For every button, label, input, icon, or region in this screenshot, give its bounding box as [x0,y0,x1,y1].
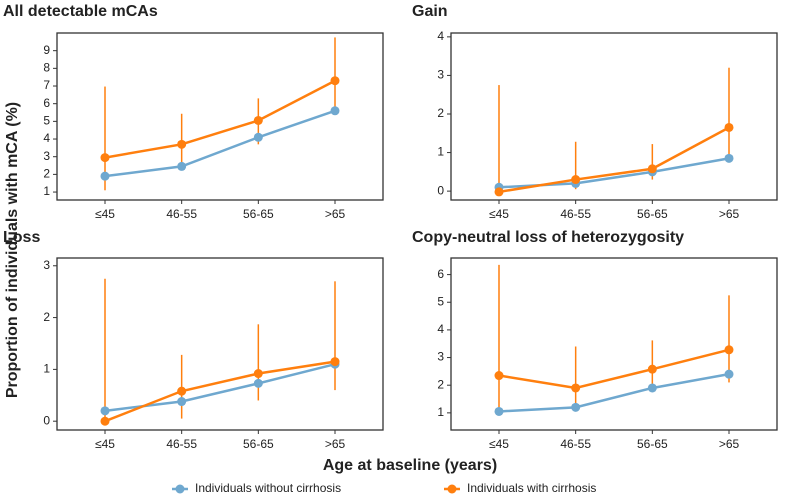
point [100,171,110,181]
y-tick-label: 7 [43,78,50,92]
panel-title: Loss [3,229,40,246]
legend-marker [175,484,185,494]
x-tick-label: >65 [325,437,346,451]
x-tick-label: 46-55 [166,207,197,221]
y-tick-label: 2 [43,167,50,181]
point [494,406,504,416]
point [253,115,263,125]
y-tick-label: 9 [43,43,50,57]
point [100,153,110,163]
y-tick-label: 3 [437,350,444,364]
y-tick-label: 1 [43,362,50,376]
series-line [498,348,730,390]
plot-frame [450,32,778,201]
x-tick-label: 46-55 [560,207,591,221]
series-line [498,126,730,194]
x-tick-label: 56-65 [243,437,274,451]
y-axis-label: Proportion of individuals with mCA (%) [4,102,21,398]
point [177,161,187,171]
y-tick-label: 1 [43,184,50,198]
y-tick-label: 6 [43,96,50,110]
panel-title: Copy-neutral loss of heterozygosity [412,229,684,246]
point [330,106,340,116]
plot-frame [56,32,384,201]
point [494,187,504,197]
series-line [104,360,336,423]
y-tick-label: 1 [437,405,444,419]
point [253,378,263,388]
x-tick-label: 56-65 [243,207,274,221]
legend-label: Individuals with cirrhosis [467,481,596,495]
point [724,369,734,379]
point [253,132,263,142]
x-tick-label: ≤45 [95,437,115,451]
y-tick-label: 8 [43,61,50,75]
y-tick-label: 1 [437,145,444,159]
point [100,416,110,426]
point [177,139,187,149]
y-tick-label: 2 [437,377,444,391]
point [177,386,187,396]
point [724,345,734,355]
point [724,122,734,132]
legend-marker [447,484,457,494]
x-tick-label: >65 [325,207,346,221]
series-line [498,157,730,189]
series-line [498,372,730,413]
point [647,164,657,174]
series-line [104,362,336,413]
x-tick-label: >65 [719,207,740,221]
plot-frame [450,257,778,431]
point [177,397,187,407]
x-tick-label: >65 [719,437,740,451]
point [724,153,734,163]
x-tick-label: ≤45 [489,437,509,451]
y-tick-label: 0 [437,183,444,197]
panel-title: Gain [412,3,448,20]
point [571,175,581,185]
series-line [104,109,336,178]
plot-frame [56,257,384,431]
y-tick-label: 4 [437,29,444,43]
point [647,383,657,393]
x-tick-label: 56-65 [637,207,668,221]
point [571,383,581,393]
x-axis-label: Age at baseline (years) [323,457,497,474]
y-tick-label: 4 [43,131,50,145]
y-tick-label: 2 [437,106,444,120]
x-tick-label: ≤45 [95,207,115,221]
y-tick-label: 0 [43,413,50,427]
y-tick-label: 5 [43,114,50,128]
y-tick-label: 3 [43,258,50,272]
y-tick-label: 2 [43,310,50,324]
x-tick-label: 46-55 [166,437,197,451]
y-tick-label: 3 [437,68,444,82]
y-tick-label: 5 [437,294,444,308]
point [100,406,110,416]
point [571,402,581,412]
point [494,371,504,381]
series-line [104,79,336,159]
legend-label: Individuals without cirrhosis [195,481,341,495]
point [647,364,657,374]
point [330,76,340,86]
point [330,357,340,367]
panel-title: All detectable mCAs [3,3,158,20]
x-tick-label: 46-55 [560,437,591,451]
point [253,369,263,379]
x-tick-label: ≤45 [489,207,509,221]
y-tick-label: 4 [437,322,444,336]
y-tick-label: 3 [43,149,50,163]
y-tick-label: 6 [437,267,444,281]
x-tick-label: 56-65 [637,437,668,451]
